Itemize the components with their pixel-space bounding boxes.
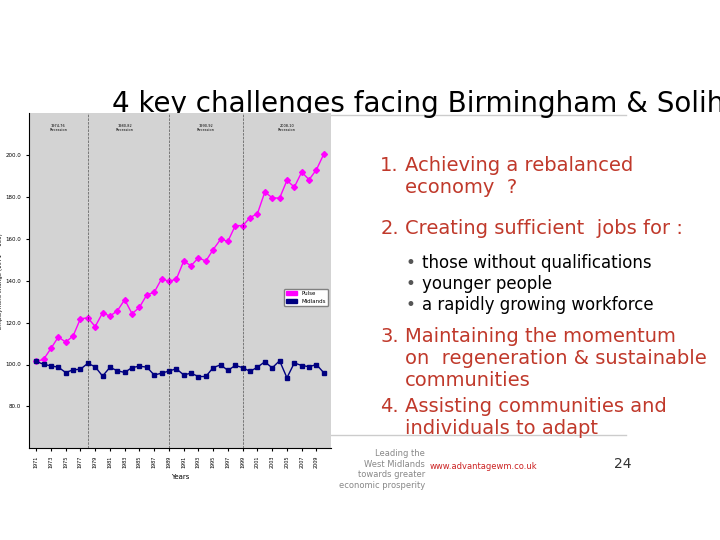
Text: Leading the
West Midlands
towards greater
economic prosperity: Leading the West Midlands towards greate… [338, 449, 425, 490]
Y-axis label: Employment change (1971 = 100): Employment change (1971 = 100) [0, 233, 3, 329]
Polygon shape [458, 487, 490, 525]
Text: Creating sufficient  jobs for :: Creating sufficient jobs for : [405, 219, 683, 238]
Text: a rapidly growing workforce: a rapidly growing workforce [422, 295, 654, 314]
Text: 1990-92
Recession: 1990-92 Recession [197, 124, 215, 132]
Text: Achieving a rebalanced
economy  ?: Achieving a rebalanced economy ? [405, 156, 634, 197]
Text: 1974-76
Recession: 1974-76 Recession [50, 124, 67, 132]
Legend: Pulse, Midlands: Pulse, Midlands [284, 289, 328, 306]
Text: 4.: 4. [380, 397, 399, 416]
Text: 2008-10
Recession: 2008-10 Recession [278, 124, 296, 132]
Text: •: • [405, 254, 415, 272]
Text: 1.: 1. [380, 156, 399, 176]
Text: Maintaining the momentum
on  regeneration & sustainable
communities: Maintaining the momentum on regeneration… [405, 327, 707, 390]
Text: 4 key challenges facing Birmingham & Solihull: 4 key challenges facing Birmingham & Sol… [112, 90, 720, 118]
Text: younger people: younger people [422, 275, 552, 293]
Text: 3.: 3. [380, 327, 399, 346]
Text: Assisting communities and
individuals to adapt: Assisting communities and individuals to… [405, 397, 667, 438]
Text: 24: 24 [613, 457, 631, 471]
Text: •: • [405, 295, 415, 314]
Text: West Midlands: West Midlands [496, 511, 552, 520]
Text: www.advantagewm.co.uk: www.advantagewm.co.uk [430, 462, 537, 471]
X-axis label: Years: Years [171, 474, 189, 480]
Text: those without qualifications: those without qualifications [422, 254, 652, 272]
Text: Advantage: Advantage [496, 493, 555, 503]
Text: •: • [405, 275, 415, 293]
Text: 1980-82
Recession: 1980-82 Recession [116, 124, 134, 132]
Text: 2.: 2. [380, 219, 399, 238]
